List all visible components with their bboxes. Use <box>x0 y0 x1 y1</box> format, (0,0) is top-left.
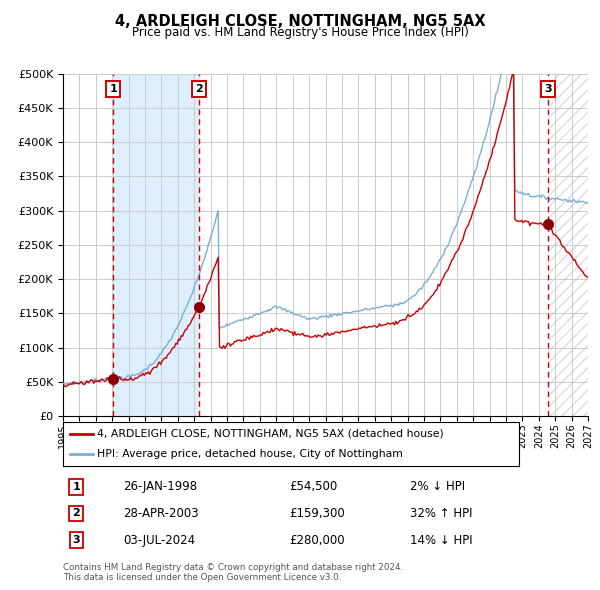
Text: £280,000: £280,000 <box>289 533 344 547</box>
Text: £159,300: £159,300 <box>289 507 344 520</box>
Text: 4, ARDLEIGH CLOSE, NOTTINGHAM, NG5 5AX: 4, ARDLEIGH CLOSE, NOTTINGHAM, NG5 5AX <box>115 14 485 30</box>
Text: 03-JUL-2024: 03-JUL-2024 <box>124 533 196 547</box>
Text: 1: 1 <box>109 84 117 94</box>
Text: 26-JAN-1998: 26-JAN-1998 <box>124 480 197 493</box>
Text: 1: 1 <box>72 482 80 492</box>
Text: Contains HM Land Registry data © Crown copyright and database right 2024.: Contains HM Land Registry data © Crown c… <box>63 563 403 572</box>
Text: HPI: Average price, detached house, City of Nottingham: HPI: Average price, detached house, City… <box>97 449 403 458</box>
Bar <box>113 74 199 416</box>
Bar <box>548 74 588 416</box>
Text: 28-APR-2003: 28-APR-2003 <box>124 507 199 520</box>
Text: £54,500: £54,500 <box>289 480 337 493</box>
Text: 4, ARDLEIGH CLOSE, NOTTINGHAM, NG5 5AX (detached house): 4, ARDLEIGH CLOSE, NOTTINGHAM, NG5 5AX (… <box>97 429 444 439</box>
Bar <box>548 74 588 416</box>
Text: 14% ↓ HPI: 14% ↓ HPI <box>409 533 472 547</box>
Text: 3: 3 <box>544 84 551 94</box>
Text: This data is licensed under the Open Government Licence v3.0.: This data is licensed under the Open Gov… <box>63 572 341 582</box>
Text: 2: 2 <box>195 84 203 94</box>
Text: 2: 2 <box>72 509 80 518</box>
Text: Price paid vs. HM Land Registry's House Price Index (HPI): Price paid vs. HM Land Registry's House … <box>131 26 469 39</box>
Text: 3: 3 <box>73 535 80 545</box>
Text: 2% ↓ HPI: 2% ↓ HPI <box>409 480 464 493</box>
Text: 32% ↑ HPI: 32% ↑ HPI <box>409 507 472 520</box>
